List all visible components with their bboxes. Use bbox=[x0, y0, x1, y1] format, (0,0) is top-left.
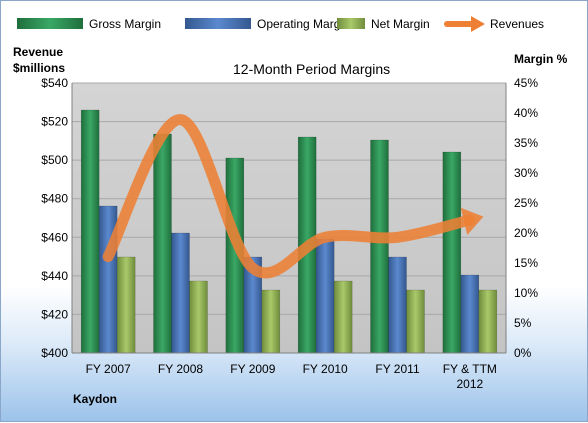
y-left-tick-label: $460 bbox=[41, 230, 68, 244]
legend-swatch-net-margin bbox=[337, 18, 365, 29]
y-left-tick-label: $420 bbox=[41, 307, 68, 321]
y-left-tick-label: $520 bbox=[41, 115, 68, 129]
y-left-label-line2: $millions bbox=[13, 61, 65, 75]
y-right-label: Margin % bbox=[514, 52, 568, 66]
bar-net-margin bbox=[190, 281, 208, 353]
y-right-tick-label: 30% bbox=[514, 166, 538, 180]
legend-arrow-revenues bbox=[471, 16, 485, 32]
bar-gross-margin bbox=[371, 140, 389, 353]
x-tick-label: FY 2008 bbox=[158, 362, 203, 376]
bar-net-margin bbox=[479, 290, 497, 353]
bar-gross-margin bbox=[154, 134, 172, 353]
legend-label-operating-margin: Operating Margin bbox=[257, 17, 350, 31]
company-name: Kaydon bbox=[73, 392, 117, 406]
bar-gross-margin bbox=[443, 152, 461, 353]
y-right-tick-label: 0% bbox=[514, 346, 532, 360]
bar-net-margin bbox=[334, 281, 352, 353]
legend-label-gross-margin: Gross Margin bbox=[89, 17, 161, 31]
y-left-tick-label: $500 bbox=[41, 153, 68, 167]
y-right-tick-label: 35% bbox=[514, 136, 538, 150]
y-left-label-line1: Revenue bbox=[13, 45, 63, 59]
x-tick-label: FY 2009 bbox=[230, 362, 275, 376]
x-tick-label: FY 2010 bbox=[303, 362, 348, 376]
y-left-tick-label: $540 bbox=[41, 76, 68, 90]
legend-label-revenues: Revenues bbox=[490, 17, 544, 31]
bar-net-margin bbox=[407, 290, 425, 353]
legend-swatch-gross-margin bbox=[17, 18, 83, 29]
y-right-tick-label: 45% bbox=[514, 76, 538, 90]
legend-label-net-margin: Net Margin bbox=[371, 17, 430, 31]
bar-operating-margin bbox=[461, 275, 479, 353]
y-right-tick-label: 20% bbox=[514, 226, 538, 240]
plot-area bbox=[72, 83, 506, 353]
bar-net-margin bbox=[117, 257, 135, 353]
y-left-tick-label: $440 bbox=[41, 269, 68, 283]
x-tick-label: FY 2007 bbox=[86, 362, 131, 376]
x-tick-label: 2012 bbox=[456, 377, 483, 391]
y-right-tick-label: 40% bbox=[514, 106, 538, 120]
y-right-tick-label: 5% bbox=[514, 316, 532, 330]
x-tick-label: FY 2011 bbox=[375, 362, 420, 376]
y-left-tick-label: $400 bbox=[41, 346, 68, 360]
y-right-tick-label: 10% bbox=[514, 286, 538, 300]
y-right-tick-label: 25% bbox=[514, 196, 538, 210]
bar-net-margin bbox=[262, 290, 280, 353]
chart-title: 12-Month Period Margins bbox=[233, 61, 390, 77]
y-left-tick-label: $480 bbox=[41, 192, 68, 206]
y-right-tick-label: 15% bbox=[514, 256, 538, 270]
legend: Gross Margin Operating Margin Net Margin… bbox=[17, 16, 544, 32]
legend-swatch-operating-margin bbox=[185, 18, 251, 29]
bar-operating-margin bbox=[389, 257, 407, 353]
bar-operating-margin bbox=[172, 233, 190, 353]
x-tick-label: FY & TTM bbox=[443, 362, 497, 376]
bar-gross-margin bbox=[81, 110, 99, 353]
bar-operating-margin bbox=[316, 239, 334, 353]
